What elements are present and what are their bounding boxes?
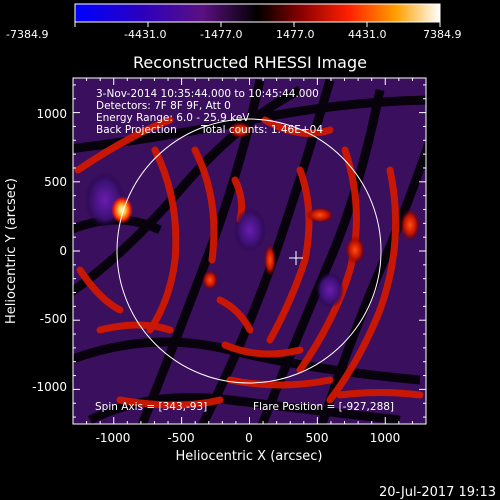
spin-axis-marker (289, 251, 303, 265)
colorbar-label-3: 1477.0 (276, 28, 315, 41)
y-tick-label-4: -1000 (32, 380, 67, 394)
flare-position-text: Flare Position = [-927,288] (253, 401, 394, 413)
colorbar-label-4: 4431.0 (348, 28, 387, 41)
axis-ticks (73, 78, 426, 424)
detectors-text: Detectors: 7F 8F 9F, Att 0 (96, 100, 231, 112)
x-tick-label-2: 0 (245, 431, 253, 445)
x-tick-label-0: -1000 (96, 431, 131, 445)
method-text: Back Projection (96, 124, 177, 136)
plot-title: Reconstructed RHESSI Image (133, 53, 367, 72)
x-axis-label: Heliocentric X (arcsec) (176, 449, 323, 464)
colorbar-label-2: -1477.0 (200, 28, 242, 41)
flare-source (111, 196, 133, 224)
y-tick-label-3: -500 (40, 312, 67, 326)
x-tick-label-3: 500 (306, 431, 329, 445)
colorbar-label-5: 7384.9 (423, 28, 462, 41)
energy-range-text: Energy Range: 6.0 - 25.9 keV (96, 112, 250, 124)
colorbar-label-1: -4431.0 (124, 28, 166, 41)
y-tick-label-0: 1000 (36, 107, 67, 121)
x-tick-label-1: -500 (167, 431, 194, 445)
colorbar: -7384.9 -4431.0 -1477.0 1477.0 4431.0 73… (6, 3, 462, 41)
y-tick-label-2: 0 (59, 244, 67, 258)
colorbar-gradient (74, 3, 441, 23)
y-axis-label: Heliocentric Y (arcsec) (4, 178, 19, 324)
time-range-text: 3-Nov-2014 10:35:44.000 to 10:45:44.000 (96, 88, 319, 100)
spin-axis-text: Spin Axis = [343,-93] (95, 401, 207, 413)
y-tick-label-1: 500 (44, 175, 67, 189)
solar-limb-circle (116, 118, 382, 384)
total-counts-text: Total counts: 1.46E+04 (200, 124, 323, 136)
colorbar-label-0: -7384.9 (6, 28, 48, 41)
rhessi-image (73, 78, 426, 424)
x-tick-label-4: 1000 (370, 431, 401, 445)
info-annotations: 3-Nov-2014 10:35:44.000 to 10:45:44.000 … (95, 88, 394, 413)
source-blob (264, 244, 276, 276)
colorbar-ticks (74, 22, 441, 27)
footer-date: 20-Jul-2017 19:13 (379, 485, 496, 500)
